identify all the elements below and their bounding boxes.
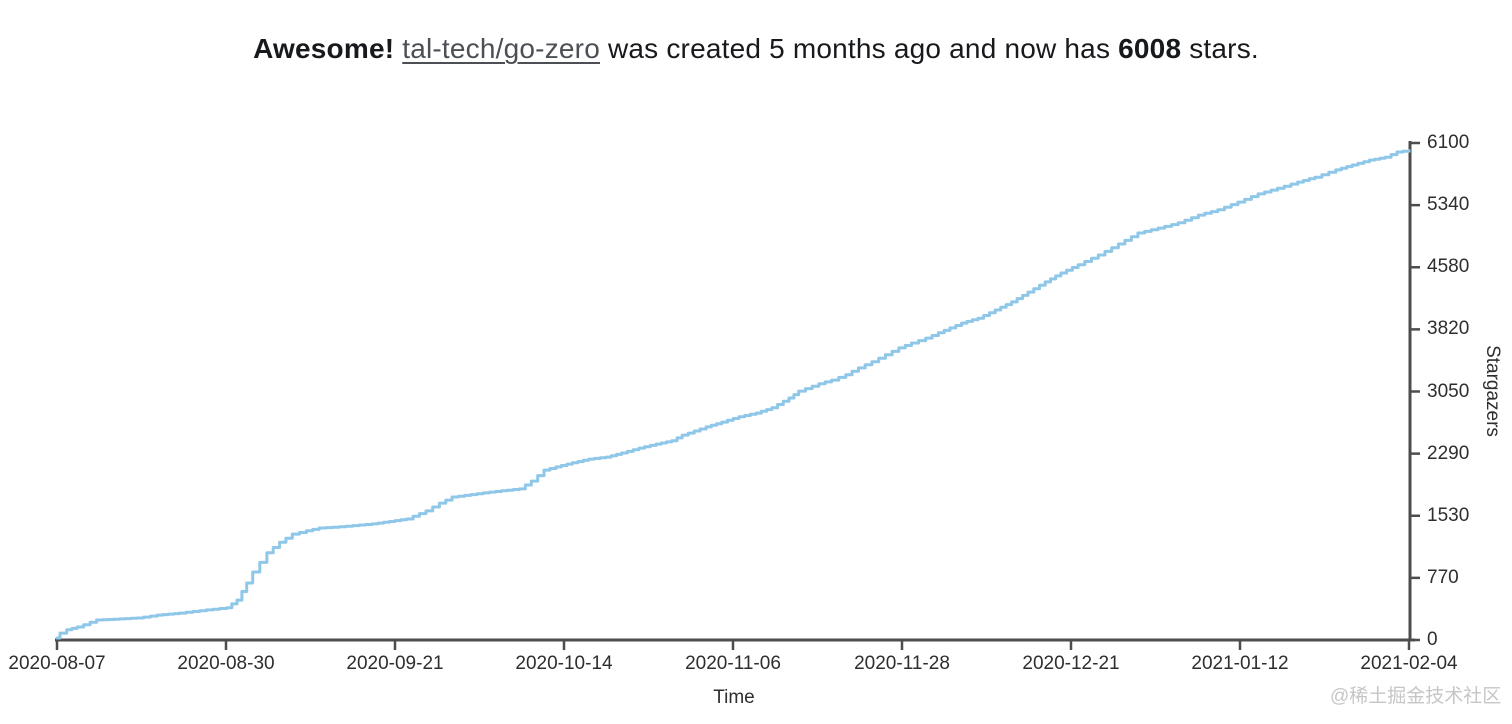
page-title: Awesome! tal-tech/go-zero was created 5 … (0, 33, 1512, 65)
x-tick-label: 2020-12-21 (1022, 653, 1120, 674)
tick-marks (55, 141, 1420, 650)
x-tick-label: 2021-01-12 (1191, 653, 1289, 674)
y-tick-label: 4580 (1427, 256, 1470, 278)
y-tick-label: 6100 (1427, 132, 1470, 153)
x-tick-label: 2020-11-06 (685, 653, 781, 674)
repo-link[interactable]: tal-tech/go-zero (402, 33, 600, 64)
axes (55, 141, 1415, 642)
stargazers-line (55, 149, 1411, 640)
title-suffix: stars. (1189, 33, 1259, 64)
x-tick-label: 2021-02-04 (1360, 653, 1458, 674)
x-axis-title: Time (713, 687, 755, 708)
title-middle: was created 5 months ago and now has (607, 33, 1111, 64)
y-tick-label: 2290 (1427, 442, 1470, 464)
y-tick-label: 5340 (1427, 194, 1470, 216)
x-tick-label: 2020-10-14 (515, 653, 613, 674)
y-tick-label: 770 (1427, 566, 1459, 588)
star-count: 6008 (1118, 33, 1182, 64)
x-tick-label: 2020-09-21 (346, 653, 444, 674)
y-tick-label: 1530 (1427, 504, 1470, 526)
y-tick-label: 3050 (1427, 380, 1470, 402)
x-tick-label: 2020-08-07 (8, 653, 106, 674)
y-tick-label: 3820 (1427, 318, 1470, 340)
x-tick-label: 2020-11-28 (854, 653, 950, 674)
y-axis-title: Stargazers (1482, 345, 1503, 437)
x-tick-label: 2020-08-30 (177, 653, 275, 674)
title-prefix: Awesome! (253, 33, 395, 64)
y-tick-label: 0 (1427, 629, 1438, 650)
watermark: @稀土掘金技术社区 (1330, 686, 1502, 707)
